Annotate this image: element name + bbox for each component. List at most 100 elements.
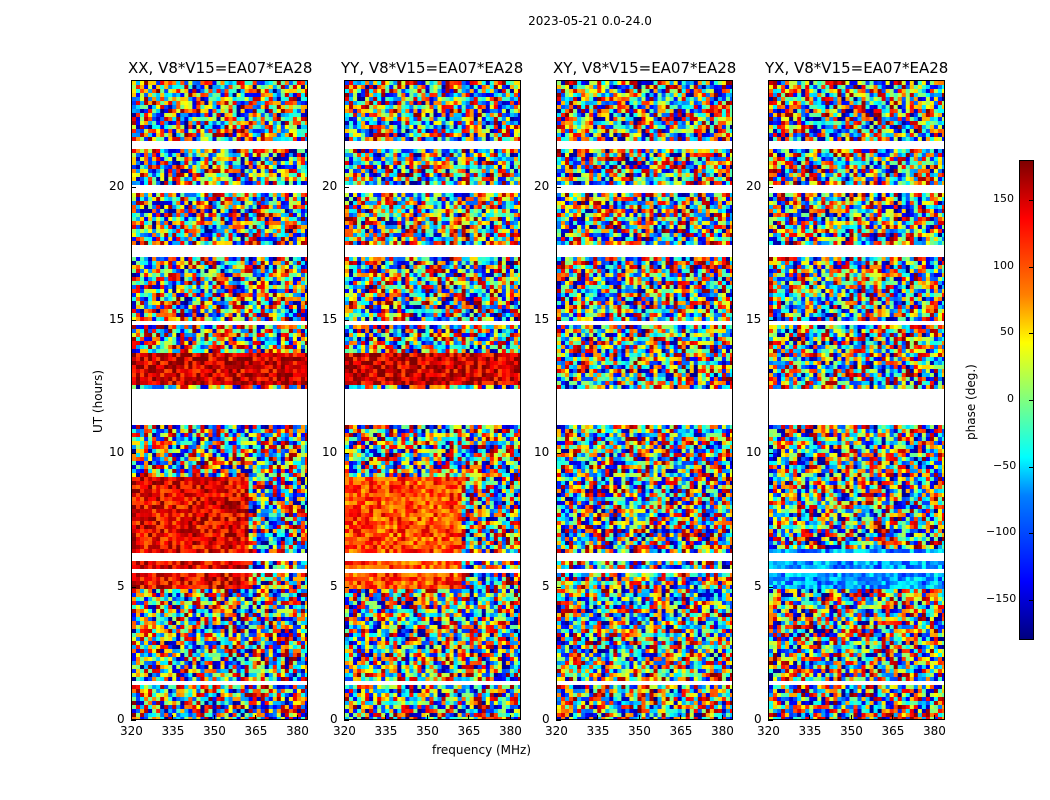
heatmap-cell — [244, 549, 249, 554]
heatmap-cell — [272, 505, 278, 510]
heatmap-cell — [172, 373, 177, 378]
heatmap-cell — [276, 193, 282, 198]
heatmap-cell — [136, 293, 141, 298]
heatmap-cell — [276, 81, 282, 86]
heatmap-cell — [248, 537, 253, 542]
heatmap-cell — [268, 573, 274, 578]
heatmap-cell — [192, 209, 197, 214]
heatmap-cell — [136, 173, 141, 178]
heatmap-cell — [176, 205, 181, 210]
heatmap-row — [132, 489, 307, 494]
heatmap-cell — [240, 197, 245, 202]
heatmap-cell — [228, 221, 233, 226]
heatmap-cell — [136, 97, 141, 102]
heatmap-cell — [248, 377, 253, 382]
heatmap-cell — [132, 345, 137, 350]
heatmap-cell — [196, 341, 201, 346]
heatmap-cell — [180, 425, 185, 430]
heatmap-cell — [304, 101, 307, 106]
heatmap-cell — [208, 209, 213, 214]
heatmap-cell — [160, 325, 165, 330]
heatmap-cell — [140, 257, 145, 262]
heatmap-cell — [176, 573, 181, 578]
heatmap-cell — [196, 301, 201, 306]
heatmap-cell — [264, 485, 270, 490]
heatmap-cell — [196, 453, 201, 458]
heatmap-cell — [280, 229, 286, 234]
heatmap-cell — [204, 489, 209, 494]
heatmap-cell — [260, 93, 266, 98]
heatmap-cell — [152, 361, 157, 366]
heatmap-cell — [240, 541, 245, 546]
heatmap-cell — [180, 129, 185, 134]
heatmap-cell — [156, 313, 161, 318]
heatmap-cell — [172, 297, 177, 302]
heatmap-cell — [244, 109, 249, 114]
heatmap-cell — [228, 489, 233, 494]
heatmap-cell — [176, 193, 181, 198]
heatmap-cell — [180, 445, 185, 450]
heatmap-cell — [192, 369, 197, 374]
heatmap-cell — [224, 157, 229, 162]
heatmap-cell — [192, 257, 197, 262]
heatmap-cell — [284, 241, 290, 246]
heatmap-cell — [164, 589, 169, 594]
heatmap-cell — [192, 593, 197, 598]
heatmap-cell — [232, 345, 237, 350]
heatmap-cell — [156, 117, 161, 122]
heatmap-cell — [160, 265, 165, 270]
heatmap-cell — [280, 469, 286, 474]
heatmap-cell — [180, 313, 185, 318]
heatmap-cell — [264, 337, 270, 342]
heatmap-cell — [240, 597, 245, 602]
heatmap-cell — [184, 477, 189, 482]
heatmap-cell — [224, 105, 229, 110]
heatmap-cell — [132, 133, 137, 138]
heatmap-cell — [276, 93, 282, 98]
heatmap-cell — [260, 129, 266, 134]
heatmap-cell — [208, 237, 213, 242]
heatmap-cell — [224, 309, 229, 314]
heatmap-cell — [200, 573, 205, 578]
heatmap-cell — [168, 197, 173, 202]
heatmap-cell — [156, 437, 161, 442]
heatmap-cell — [168, 125, 173, 130]
heatmap-cell — [144, 441, 149, 446]
heatmap-cell — [304, 113, 307, 118]
heatmap-cell — [164, 305, 169, 310]
heatmap-cell — [256, 229, 262, 234]
heatmap-cell — [260, 517, 266, 522]
heatmap-cell — [288, 597, 294, 602]
heatmap-cell — [220, 317, 225, 322]
heatmap-cell — [284, 481, 290, 486]
heatmap-cell — [264, 237, 270, 242]
heatmap-row — [132, 421, 307, 426]
heatmap-cell — [280, 577, 286, 582]
heatmap-cell — [268, 201, 274, 206]
heatmap-cell — [144, 501, 149, 506]
heatmap-cell — [212, 325, 217, 330]
heatmap-cell — [152, 349, 157, 354]
heatmap-cell — [152, 517, 157, 522]
heatmap-cell — [212, 165, 217, 170]
heatmap-cell — [212, 269, 217, 274]
heatmap-cell — [232, 205, 237, 210]
heatmap-cell — [136, 301, 141, 306]
heatmap-cell — [284, 117, 290, 122]
heatmap-cell — [292, 433, 298, 438]
heatmap-cell — [176, 361, 181, 366]
heatmap-cell — [252, 345, 257, 350]
heatmap-cell — [132, 433, 137, 438]
heatmap-cell — [212, 497, 217, 502]
heatmap-cell — [224, 181, 229, 186]
heatmap-cell — [132, 529, 137, 534]
heatmap-cell — [212, 537, 217, 542]
heatmap-cell — [168, 265, 173, 270]
heatmap-cell — [284, 469, 290, 474]
heatmap-cell — [176, 377, 181, 382]
heatmap-cell — [192, 305, 197, 310]
heatmap-cell — [152, 301, 157, 306]
heatmap-cell — [276, 429, 282, 434]
heatmap-cell — [216, 93, 221, 98]
heatmap-cell — [184, 349, 189, 354]
